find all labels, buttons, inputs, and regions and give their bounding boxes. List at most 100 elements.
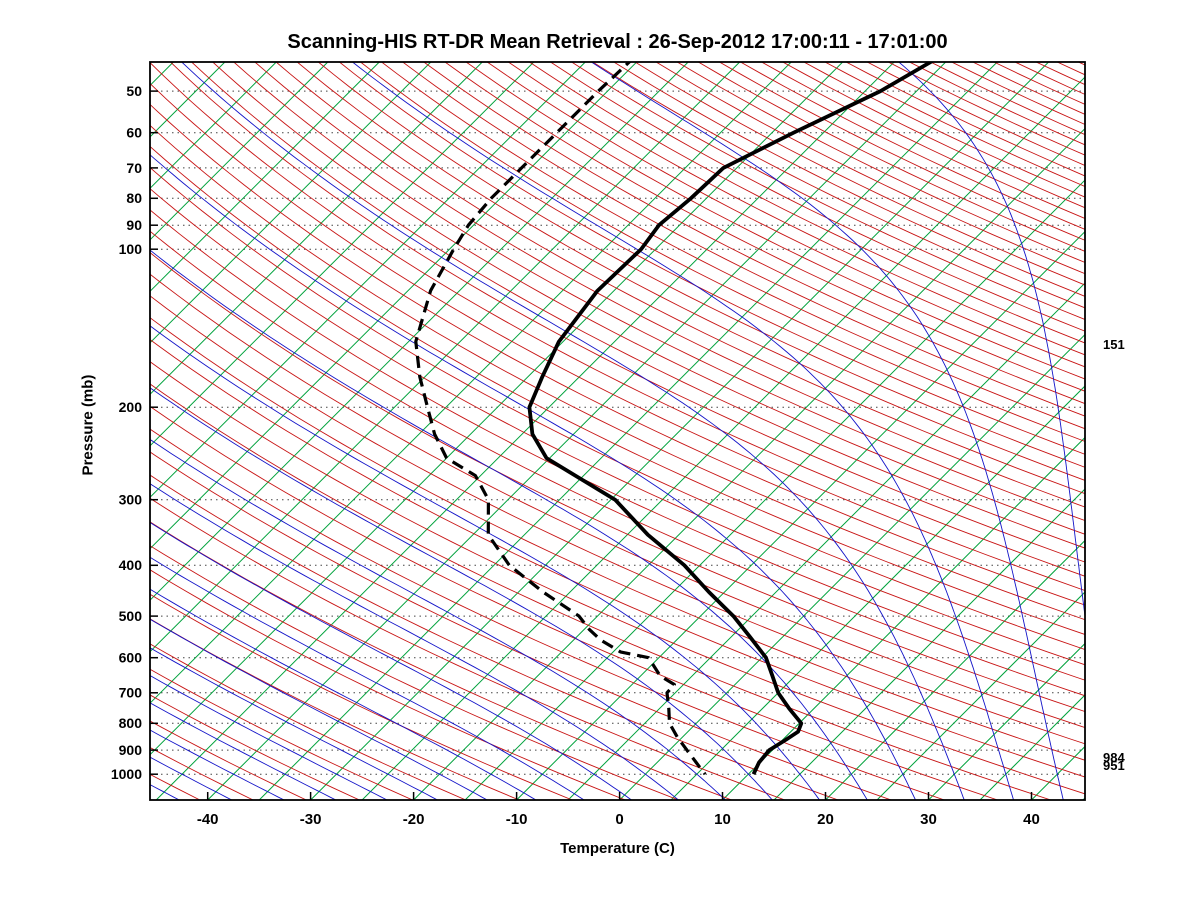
moist-adiabat-line: [150, 702, 337, 800]
isotherm-line: [928, 642, 1085, 800]
isotherm-line: [567, 282, 1085, 800]
moist-adiabat-line: [591, 62, 1064, 800]
x-tick-label: 30: [920, 811, 937, 828]
dry-adiabat-line: [613, 62, 1085, 297]
y-tick-label: 200: [119, 399, 143, 415]
dry-adiabat-line: [150, 773, 201, 800]
isotherm-line: [150, 62, 277, 190]
dry-adiabat-line: [150, 361, 1085, 795]
dry-adiabat-line: [150, 474, 839, 800]
isotherm-line: [361, 76, 1085, 800]
x-tick-label: 20: [817, 811, 834, 828]
plot-border: [149, 61, 1086, 801]
dry-adiabat-line: [465, 62, 1085, 380]
dry-adiabat-line: [761, 62, 1085, 220]
temperature-curve: [527, 62, 935, 776]
dry-adiabat-line: [150, 618, 520, 800]
y-tick-label: 900: [119, 742, 143, 758]
dry-adiabat-line: [150, 593, 573, 800]
moist-adiabat-line: [150, 438, 726, 800]
dry-adiabat-line: [676, 62, 1085, 263]
dry-adiabat-line: [529, 62, 1085, 344]
dry-adiabat-line: [803, 62, 1085, 198]
right-pressure-label: 984: [1103, 750, 1125, 765]
isotherm-line: [150, 62, 638, 550]
y-tick-label: 1000: [111, 766, 142, 782]
dry-adiabat-line: [150, 451, 892, 800]
moist-adiabat-line: [352, 62, 1014, 800]
dry-adiabat-line: [634, 62, 1085, 286]
moist-adiabat-line: [150, 325, 820, 800]
x-tick-label: -10: [506, 811, 528, 828]
isotherm-line: [150, 62, 483, 396]
dry-adiabat-line: [150, 339, 1085, 778]
dry-adiabat-line: [1121, 62, 1200, 800]
y-tick-label: 80: [126, 190, 142, 206]
dry-adiabat-line: [866, 62, 1085, 166]
y-tick-label: 70: [126, 160, 142, 176]
isotherm-line: [150, 62, 586, 499]
y-tick-label: 100: [119, 241, 143, 257]
x-tick-label: 10: [714, 811, 731, 828]
moist-adiabat-line: [150, 647, 438, 800]
x-tick-label: -20: [403, 811, 425, 828]
dry-adiabat-line: [150, 383, 1051, 800]
dry-adiabat-line: [150, 295, 1085, 745]
dry-adiabat-line: [150, 124, 1085, 621]
moist-adiabat-line: [150, 588, 537, 800]
dry-adiabat-line: [296, 62, 1085, 481]
moist-adiabat-line: [150, 154, 916, 800]
dry-adiabat-line: [1078, 62, 1085, 66]
dry-adiabat-line: [740, 62, 1085, 230]
isotherm-line: [150, 62, 329, 241]
dry-adiabat-line: [824, 62, 1085, 187]
isotherm-line: [876, 591, 1085, 800]
chart-title: Scanning-HIS RT-DR Mean Retrieval : 26-S…: [287, 31, 948, 53]
dry-adiabat-line: [150, 317, 1085, 761]
dry-adiabat-line: [381, 62, 1085, 430]
dry-adiabat-line: [150, 521, 732, 800]
x-tick-label: -40: [197, 811, 219, 828]
dry-adiabat-line: [508, 62, 1085, 356]
right-pressure-label: 951: [1103, 758, 1125, 773]
dry-adiabat-line: [150, 428, 945, 800]
isotherm-line: [150, 62, 741, 653]
dry-adiabat-line: [150, 668, 413, 800]
dry-adiabat-line: [655, 62, 1085, 275]
dry-adiabat-line: [150, 405, 998, 800]
isotherm-line: [619, 333, 1085, 800]
y-tick-label: 300: [119, 492, 143, 508]
isotherm-line: [150, 62, 535, 447]
dry-adiabat-line: [909, 62, 1085, 146]
dry-adiabat-line: [423, 62, 1085, 405]
isotherm-line: [155, 62, 895, 800]
isotherm-line: [310, 62, 1049, 800]
dry-adiabat-line: [150, 643, 466, 800]
isotherm-line: [979, 694, 1085, 800]
dry-adiabat-line: [1099, 62, 1200, 800]
isotherm-line: [1082, 797, 1085, 800]
dry-adiabat-line: [150, 545, 679, 800]
moist-adiabat-line: [150, 521, 632, 800]
dry-adiabat-line: [782, 62, 1085, 209]
dry-adiabat-line: [254, 62, 1085, 508]
isotherm-line: [207, 62, 947, 800]
dry-adiabat-line: [1014, 62, 1085, 95]
dry-adiabat-line: [150, 82, 1085, 592]
moist-adiabat-line: [0, 62, 127, 800]
dry-adiabat-line: [150, 273, 1085, 729]
background-lines: [0, 62, 1200, 800]
y-tick-label: 60: [126, 125, 142, 141]
isotherm-line: [516, 230, 1085, 800]
moist-adiabat-line: [150, 618, 488, 800]
isotherm-line: [464, 179, 1085, 800]
dry-adiabat-line: [318, 62, 1085, 468]
dry-adiabat-line: [150, 497, 786, 800]
isotherm-line: [150, 62, 432, 344]
y-tick-label: 50: [126, 83, 142, 99]
isotherm-line: [825, 539, 1085, 800]
isotherm-line: [150, 62, 689, 601]
isotherm-line: [150, 62, 174, 87]
dry-adiabat-line: [888, 62, 1085, 156]
dry-adiabat-line: [150, 252, 1085, 713]
